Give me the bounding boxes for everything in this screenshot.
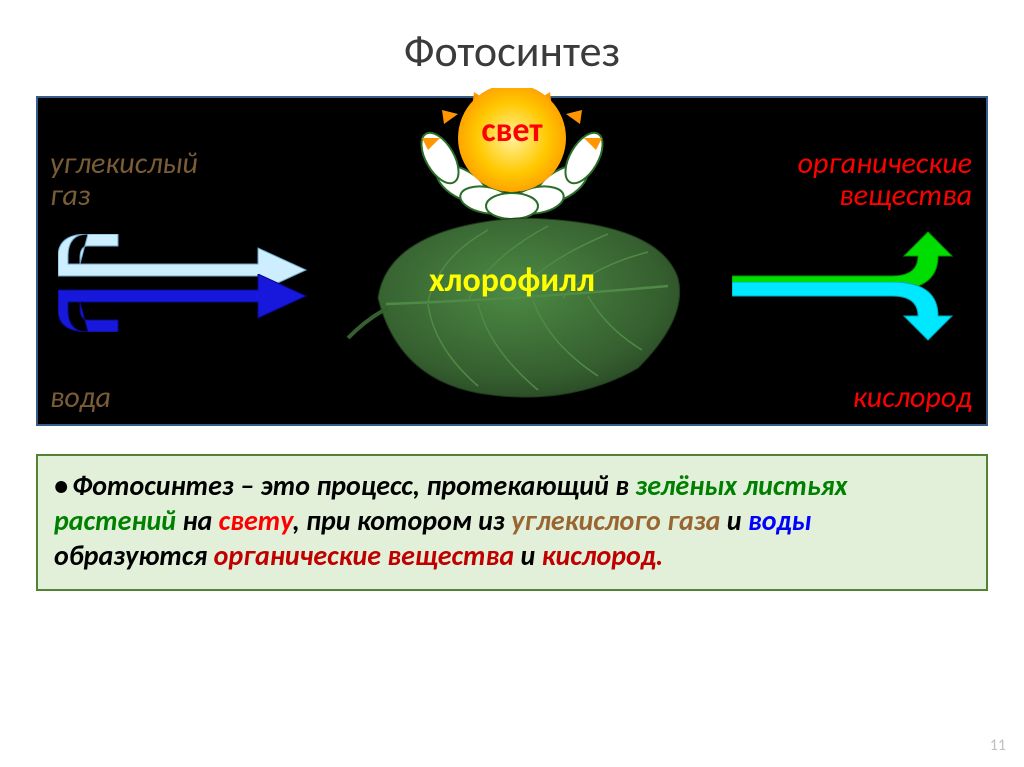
leaf-graphic bbox=[338, 208, 698, 413]
oxygen-label: кислород bbox=[853, 379, 972, 416]
co2-label: углекислыйгаз bbox=[50, 148, 198, 211]
organic-label: органическиевещества bbox=[798, 148, 972, 211]
definition-box: •Фотосинтез – это процесс, протекающий в… bbox=[36, 454, 988, 591]
photosynthesis-diagram: свет bbox=[36, 96, 988, 426]
water-label: вода bbox=[50, 379, 111, 416]
page-number: 11 bbox=[990, 736, 1006, 755]
page-title: Фотосинтез bbox=[0, 0, 1024, 78]
water-arrow bbox=[58, 274, 308, 337]
sun-label: свет bbox=[481, 110, 542, 151]
chlorophyll-label: хлорофилл bbox=[429, 260, 595, 301]
oxygen-arrow bbox=[732, 282, 962, 347]
